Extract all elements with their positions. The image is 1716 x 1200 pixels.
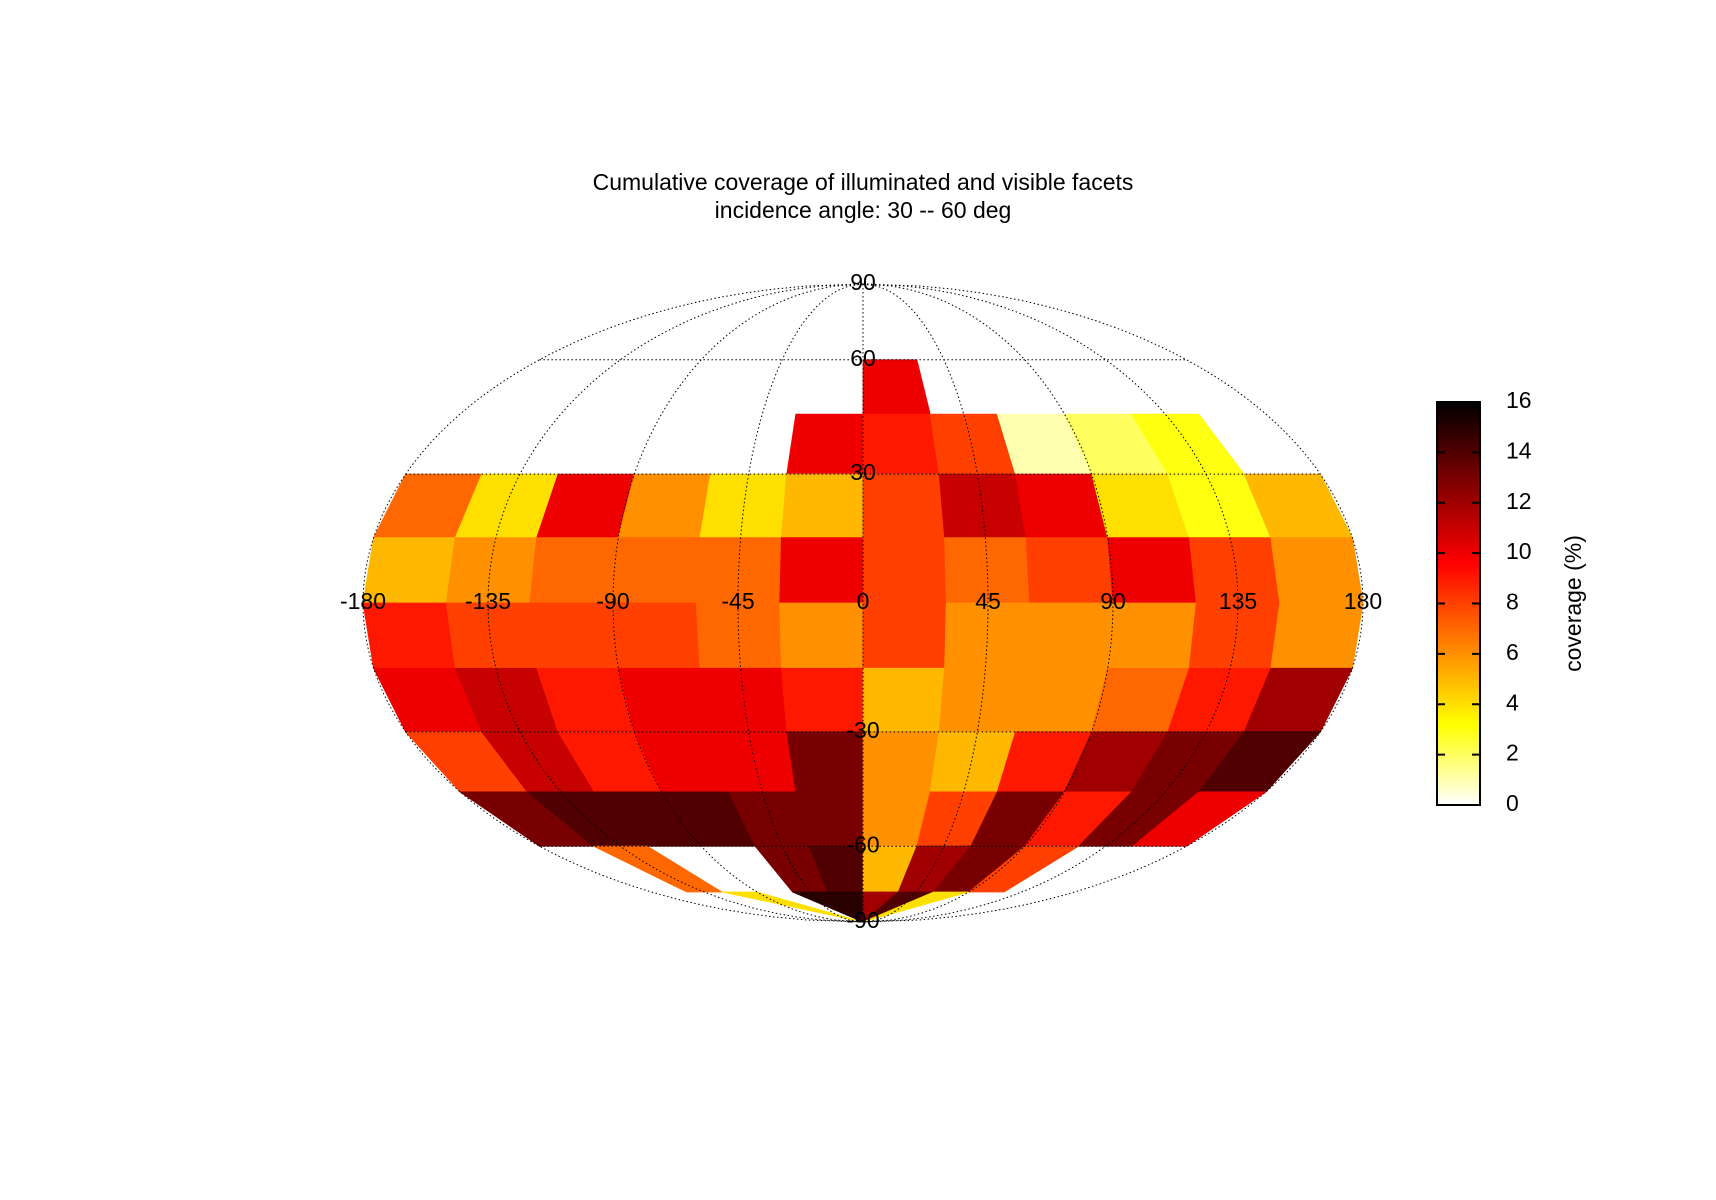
colorbar-tick-label: 10 xyxy=(1506,538,1532,564)
coverage-cell xyxy=(617,667,711,733)
lat-tick-label: -90 xyxy=(846,907,879,933)
axis-labels: -180 -135 -90 -45 0 45 90 135 180 90 60 30 -30 -60 -90 xyxy=(340,269,1382,933)
colorbar-tick-label: 2 xyxy=(1506,740,1519,766)
lon-tick-label: -180 xyxy=(340,588,386,614)
colorbar-tick-label: 8 xyxy=(1506,589,1519,615)
lon-tick-label: 90 xyxy=(1100,588,1126,614)
colorbar-tick-label: 6 xyxy=(1506,639,1519,665)
coverage-cell xyxy=(699,473,788,539)
coverage-cell xyxy=(617,473,711,539)
colorbar-label: coverage (%) xyxy=(1560,535,1586,672)
meridian xyxy=(612,283,864,923)
lon-tick-label: 45 xyxy=(975,588,1001,614)
coverage-cell xyxy=(779,602,864,669)
colorbar-tick-label: 16 xyxy=(1506,387,1532,413)
lat-tick-label: -60 xyxy=(846,831,879,857)
lon-tick-label: 135 xyxy=(1219,588,1257,614)
coverage-cell xyxy=(1131,791,1268,847)
coverage-cell xyxy=(721,891,864,923)
lat-tick-label: -30 xyxy=(846,717,879,743)
coverage-cell xyxy=(938,473,1027,539)
lat-tick-label: 30 xyxy=(850,459,876,485)
colorbar: 0 2 4 6 8 10 12 14 16 coverage (%) xyxy=(1436,387,1586,816)
coverage-cell xyxy=(699,667,788,733)
coverage-cell xyxy=(779,537,864,604)
meridian xyxy=(862,283,1239,923)
coverage-cell xyxy=(862,891,969,923)
lon-tick-label: 180 xyxy=(1344,588,1382,614)
colorbar-tick-label: 14 xyxy=(1506,437,1532,463)
lon-tick-label: -135 xyxy=(465,588,511,614)
lat-tick-label: 60 xyxy=(850,345,876,371)
lon-tick-label: -90 xyxy=(596,588,629,614)
map-cells xyxy=(362,359,1364,923)
graticule xyxy=(362,283,1364,923)
coverage-cell xyxy=(967,845,1081,893)
colorbar-tick-label: 4 xyxy=(1506,689,1519,715)
coverage-cell xyxy=(938,667,1027,733)
lon-tick-label: -45 xyxy=(721,588,754,614)
chart-title: Cumulative coverage of illuminated and v… xyxy=(593,169,1134,195)
coverage-cell xyxy=(862,537,947,604)
colorbar-tick-label: 0 xyxy=(1506,790,1519,816)
colorbar-tick-label: 12 xyxy=(1506,488,1532,514)
chart-subtitle: incidence angle: 30 -- 60 deg xyxy=(715,197,1012,223)
coverage-cell xyxy=(862,602,947,669)
lon-tick-label: 0 xyxy=(857,588,870,614)
meridian xyxy=(737,283,864,923)
lat-tick-label: 90 xyxy=(850,269,876,295)
